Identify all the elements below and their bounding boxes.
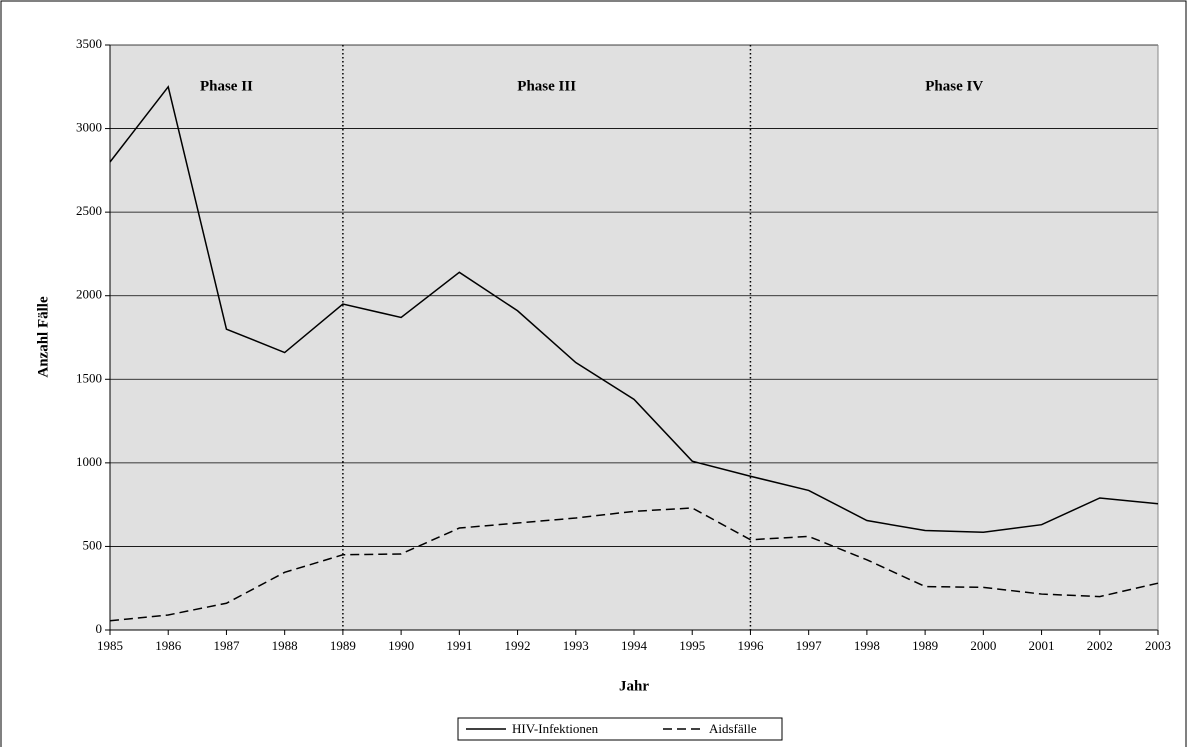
x-tick-label: 1994: [621, 638, 648, 653]
x-tick-label: 1993: [563, 638, 589, 653]
x-tick-label: 1998: [854, 638, 880, 653]
x-tick-label: 1992: [505, 638, 531, 653]
y-tick-label: 3000: [76, 120, 102, 135]
y-tick-label: 2000: [76, 287, 102, 302]
phase-label: Phase IV: [925, 78, 983, 94]
series-line: [109, 85, 1159, 533]
plot-area: [110, 45, 1158, 630]
legend-label: HIV-Infektionen: [512, 721, 599, 736]
x-tick-label: 1997: [796, 638, 823, 653]
x-tick-label: 1990: [388, 638, 414, 653]
x-tick-label: 1986: [155, 638, 182, 653]
y-axis-label: Anzahl Fälle: [35, 296, 51, 378]
y-tick-label: 0: [96, 621, 103, 636]
x-tick-label: 1989: [912, 638, 938, 653]
x-tick-label: 1991: [446, 638, 472, 653]
phase-label: Phase III: [517, 78, 576, 94]
y-tick-label: 1000: [76, 454, 102, 469]
x-axis-label: Jahr: [619, 678, 649, 694]
x-tick-label: 1988: [272, 638, 298, 653]
x-tick-label: 2003: [1145, 638, 1171, 653]
y-tick-label: 3500: [76, 36, 102, 51]
x-tick-label: 1985: [97, 638, 123, 653]
phase-label: Phase II: [200, 78, 253, 94]
y-tick-label: 500: [83, 537, 103, 552]
legend-box: [457, 717, 783, 741]
x-tick-label: 1987: [213, 638, 240, 653]
x-tick-label: 1989: [330, 638, 356, 653]
series-line: [109, 507, 1159, 622]
x-tick-label: 1996: [737, 638, 764, 653]
x-tick-label: 1995: [679, 638, 705, 653]
y-tick-label: 1500: [76, 370, 102, 385]
x-tick-label: 2002: [1087, 638, 1113, 653]
x-tick-label: 2000: [970, 638, 996, 653]
x-tick-label: 2001: [1029, 638, 1055, 653]
legend-label: Aidsfälle: [709, 721, 757, 736]
y-tick-label: 2500: [76, 203, 102, 218]
